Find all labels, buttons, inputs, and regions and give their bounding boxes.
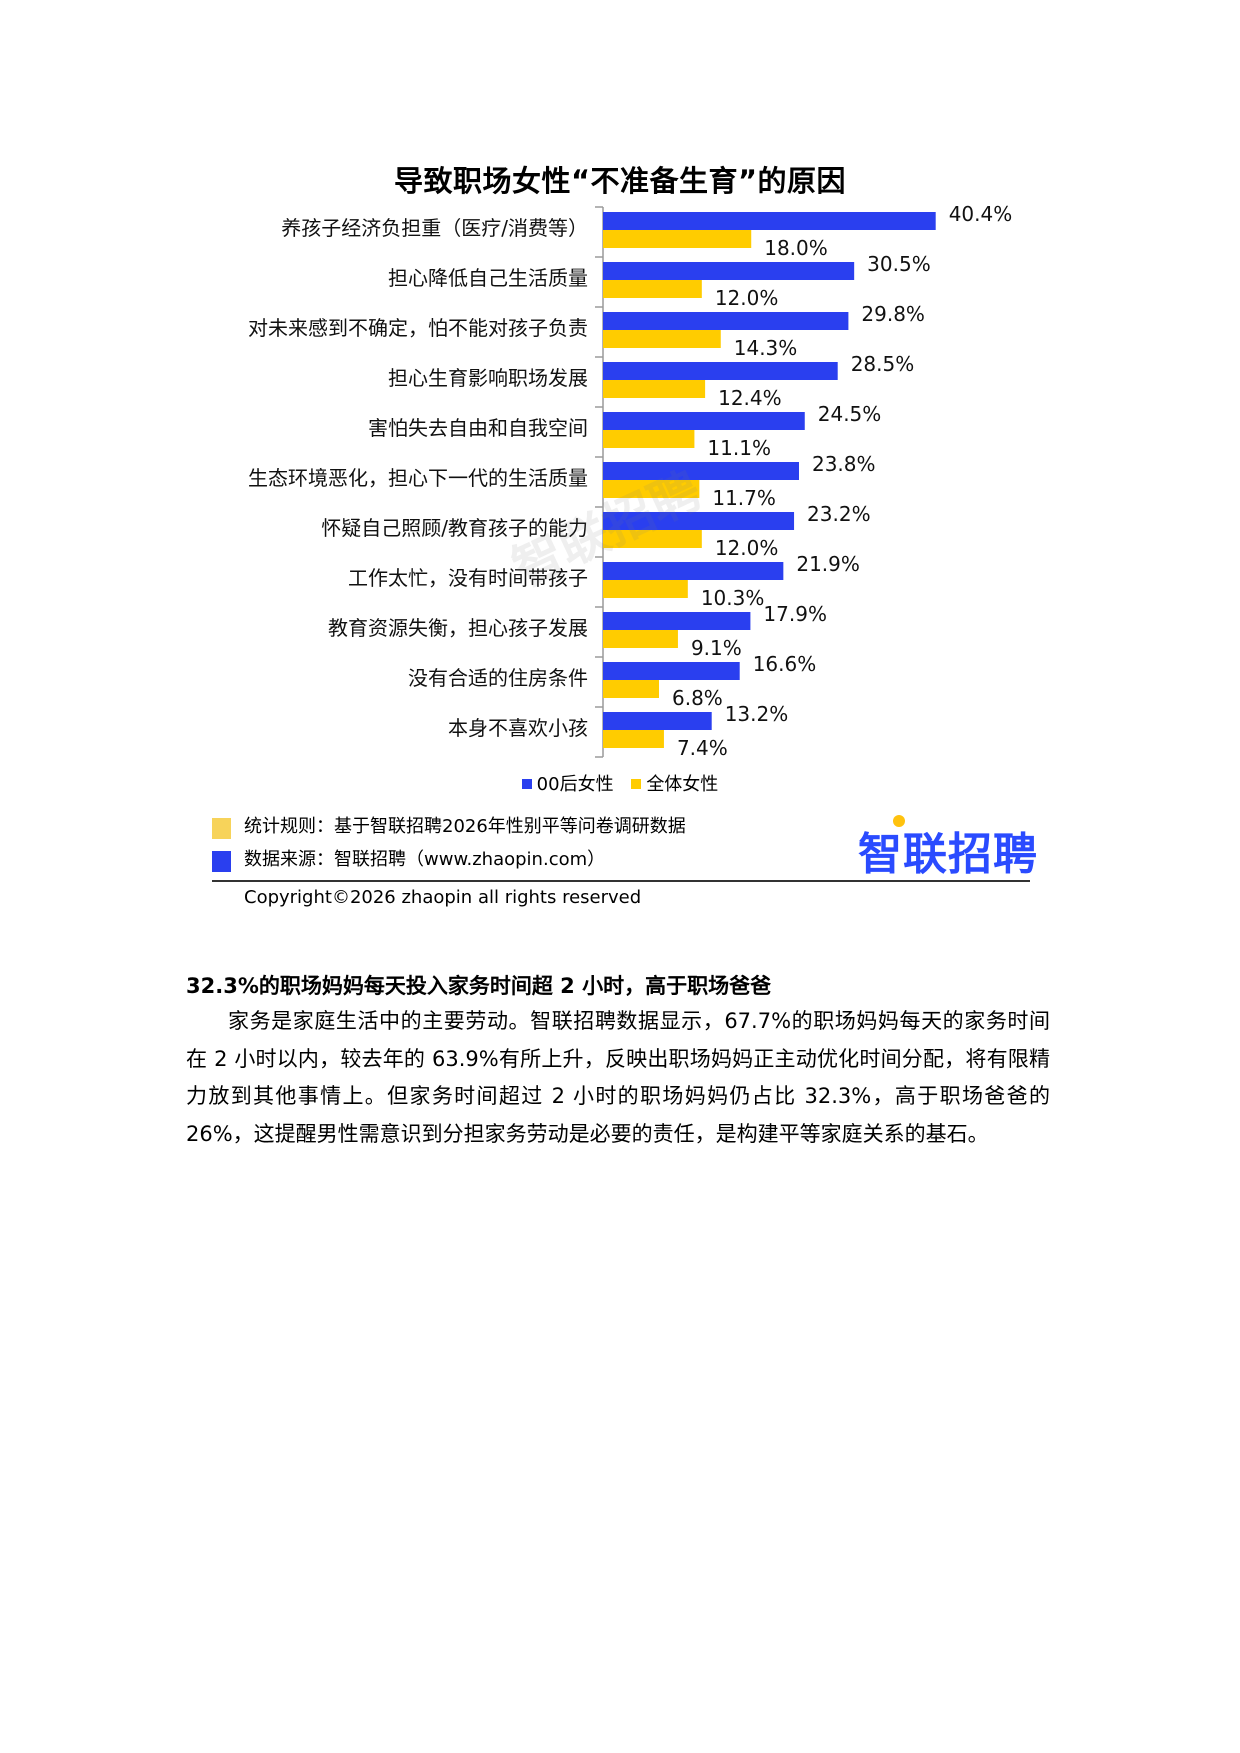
bar-chart: 养孩子经济负担重（医疗/消费等） 40.4% 18.0% 担心降低自己生活质量 30.5…	[248, 202, 1013, 760]
rule-swatch	[212, 818, 231, 839]
bar-series-1	[603, 512, 795, 530]
logo-dot	[893, 815, 905, 827]
bar-series-2	[603, 530, 702, 548]
data-label: 18.0%	[764, 236, 828, 260]
bar-series-2	[603, 280, 702, 298]
category-label: 本身不喜欢小孩	[448, 716, 588, 740]
statistic-rule-text: 统计规则：基于智联招聘2026年性别平等问卷调研数据	[244, 816, 686, 837]
data-label: 12.0%	[715, 536, 779, 560]
section-body-paragraph: 家务是家庭生活中的主要劳动。智联招聘数据显示，67.7%的职场妈妈每天的家务时间…	[186, 1009, 1050, 1146]
category-label: 担心生育影响职场发展	[388, 366, 588, 390]
zhaopin-logo: 智联招聘	[858, 829, 1038, 880]
category-label: 对未来感到不确定，怕不能对孩子负责	[248, 316, 588, 340]
data-label: 10.3%	[701, 586, 765, 610]
category-label: 养孩子经济负担重（医疗/消费等）	[281, 216, 588, 240]
bar-series-1	[603, 662, 740, 680]
bar-series-1	[603, 562, 784, 580]
bar-series-2	[603, 480, 700, 498]
chart-title: 导致职场女性“不准备生育”的原因	[393, 164, 847, 198]
data-label: 24.5%	[818, 402, 882, 426]
data-label: 28.5%	[851, 352, 915, 376]
data-label: 11.7%	[712, 486, 776, 510]
bar-series-2	[603, 330, 721, 348]
data-label: 9.1%	[691, 636, 742, 660]
data-label: 23.2%	[807, 502, 871, 526]
bar-series-2	[603, 580, 688, 598]
bar-series-1	[603, 212, 936, 230]
category-label: 怀疑自己照顾/教育孩子的能力	[321, 516, 588, 540]
bar-series-1	[603, 462, 799, 480]
legend-label-series-2: 全体女性	[646, 774, 719, 795]
chart-legend: 00后女性 全体女性	[0, 770, 1240, 796]
legend-item-series-1: 00后女性	[521, 770, 614, 796]
data-label: 12.4%	[718, 386, 782, 410]
footer-divider	[212, 880, 1030, 882]
bar-series-2	[603, 680, 659, 698]
data-label: 12.0%	[715, 286, 779, 310]
data-label: 14.3%	[734, 336, 798, 360]
category-label: 工作太忙，没有时间带孩子	[348, 566, 588, 590]
category-label: 教育资源失衡，担心孩子发展	[328, 616, 588, 640]
data-label: 40.4%	[949, 202, 1013, 226]
data-source-note: 数据来源：智联招聘（www.zhaopin.com）	[212, 845, 605, 871]
bar-series-2	[603, 230, 752, 248]
category-label: 生态环境恶化，担心下一代的生活质量	[248, 466, 588, 490]
legend-swatch-series-2	[631, 779, 642, 789]
bar-series-1	[603, 612, 751, 630]
data-source-text: 数据来源：智联招聘（www.zhaopin.com）	[244, 849, 606, 870]
statistic-rule-note: 统计规则：基于智联招聘2026年性别平等问卷调研数据	[212, 812, 686, 838]
data-label: 7.4%	[677, 736, 728, 760]
bar-series-1	[603, 362, 838, 380]
section-heading: 32.3%的职场妈妈每天投入家务时间超 2 小时，高于职场爸爸	[186, 974, 772, 998]
data-label: 30.5%	[867, 252, 931, 276]
source-swatch	[212, 851, 231, 872]
data-label: 17.9%	[763, 602, 827, 626]
data-label: 11.1%	[707, 436, 771, 460]
copyright-text: Copyright©2026 zhaopin all rights reserv…	[244, 887, 642, 908]
bar-series-2	[603, 380, 706, 398]
bar-series-1	[603, 712, 712, 730]
bar-series-1	[603, 412, 805, 430]
category-label: 没有合适的住房条件	[408, 666, 588, 690]
legend-swatch-series-1	[521, 779, 532, 789]
data-label: 21.9%	[796, 552, 860, 576]
data-label: 6.8%	[672, 686, 723, 710]
bar-series-2	[603, 430, 695, 448]
bar-series-2	[603, 730, 664, 748]
category-label: 担心降低自己生活质量	[388, 266, 588, 290]
data-label: 13.2%	[725, 702, 789, 726]
category-label: 害怕失去自由和自我空间	[368, 416, 588, 440]
data-label: 16.6%	[753, 652, 817, 676]
data-label: 23.8%	[812, 452, 876, 476]
bar-series-1	[603, 262, 855, 280]
bar-series-1	[603, 312, 849, 330]
data-label: 29.8%	[861, 302, 925, 326]
legend-item-series-2: 全体女性	[631, 770, 718, 796]
legend-label-series-1: 00后女性	[536, 774, 614, 795]
bar-series-2	[603, 630, 678, 648]
